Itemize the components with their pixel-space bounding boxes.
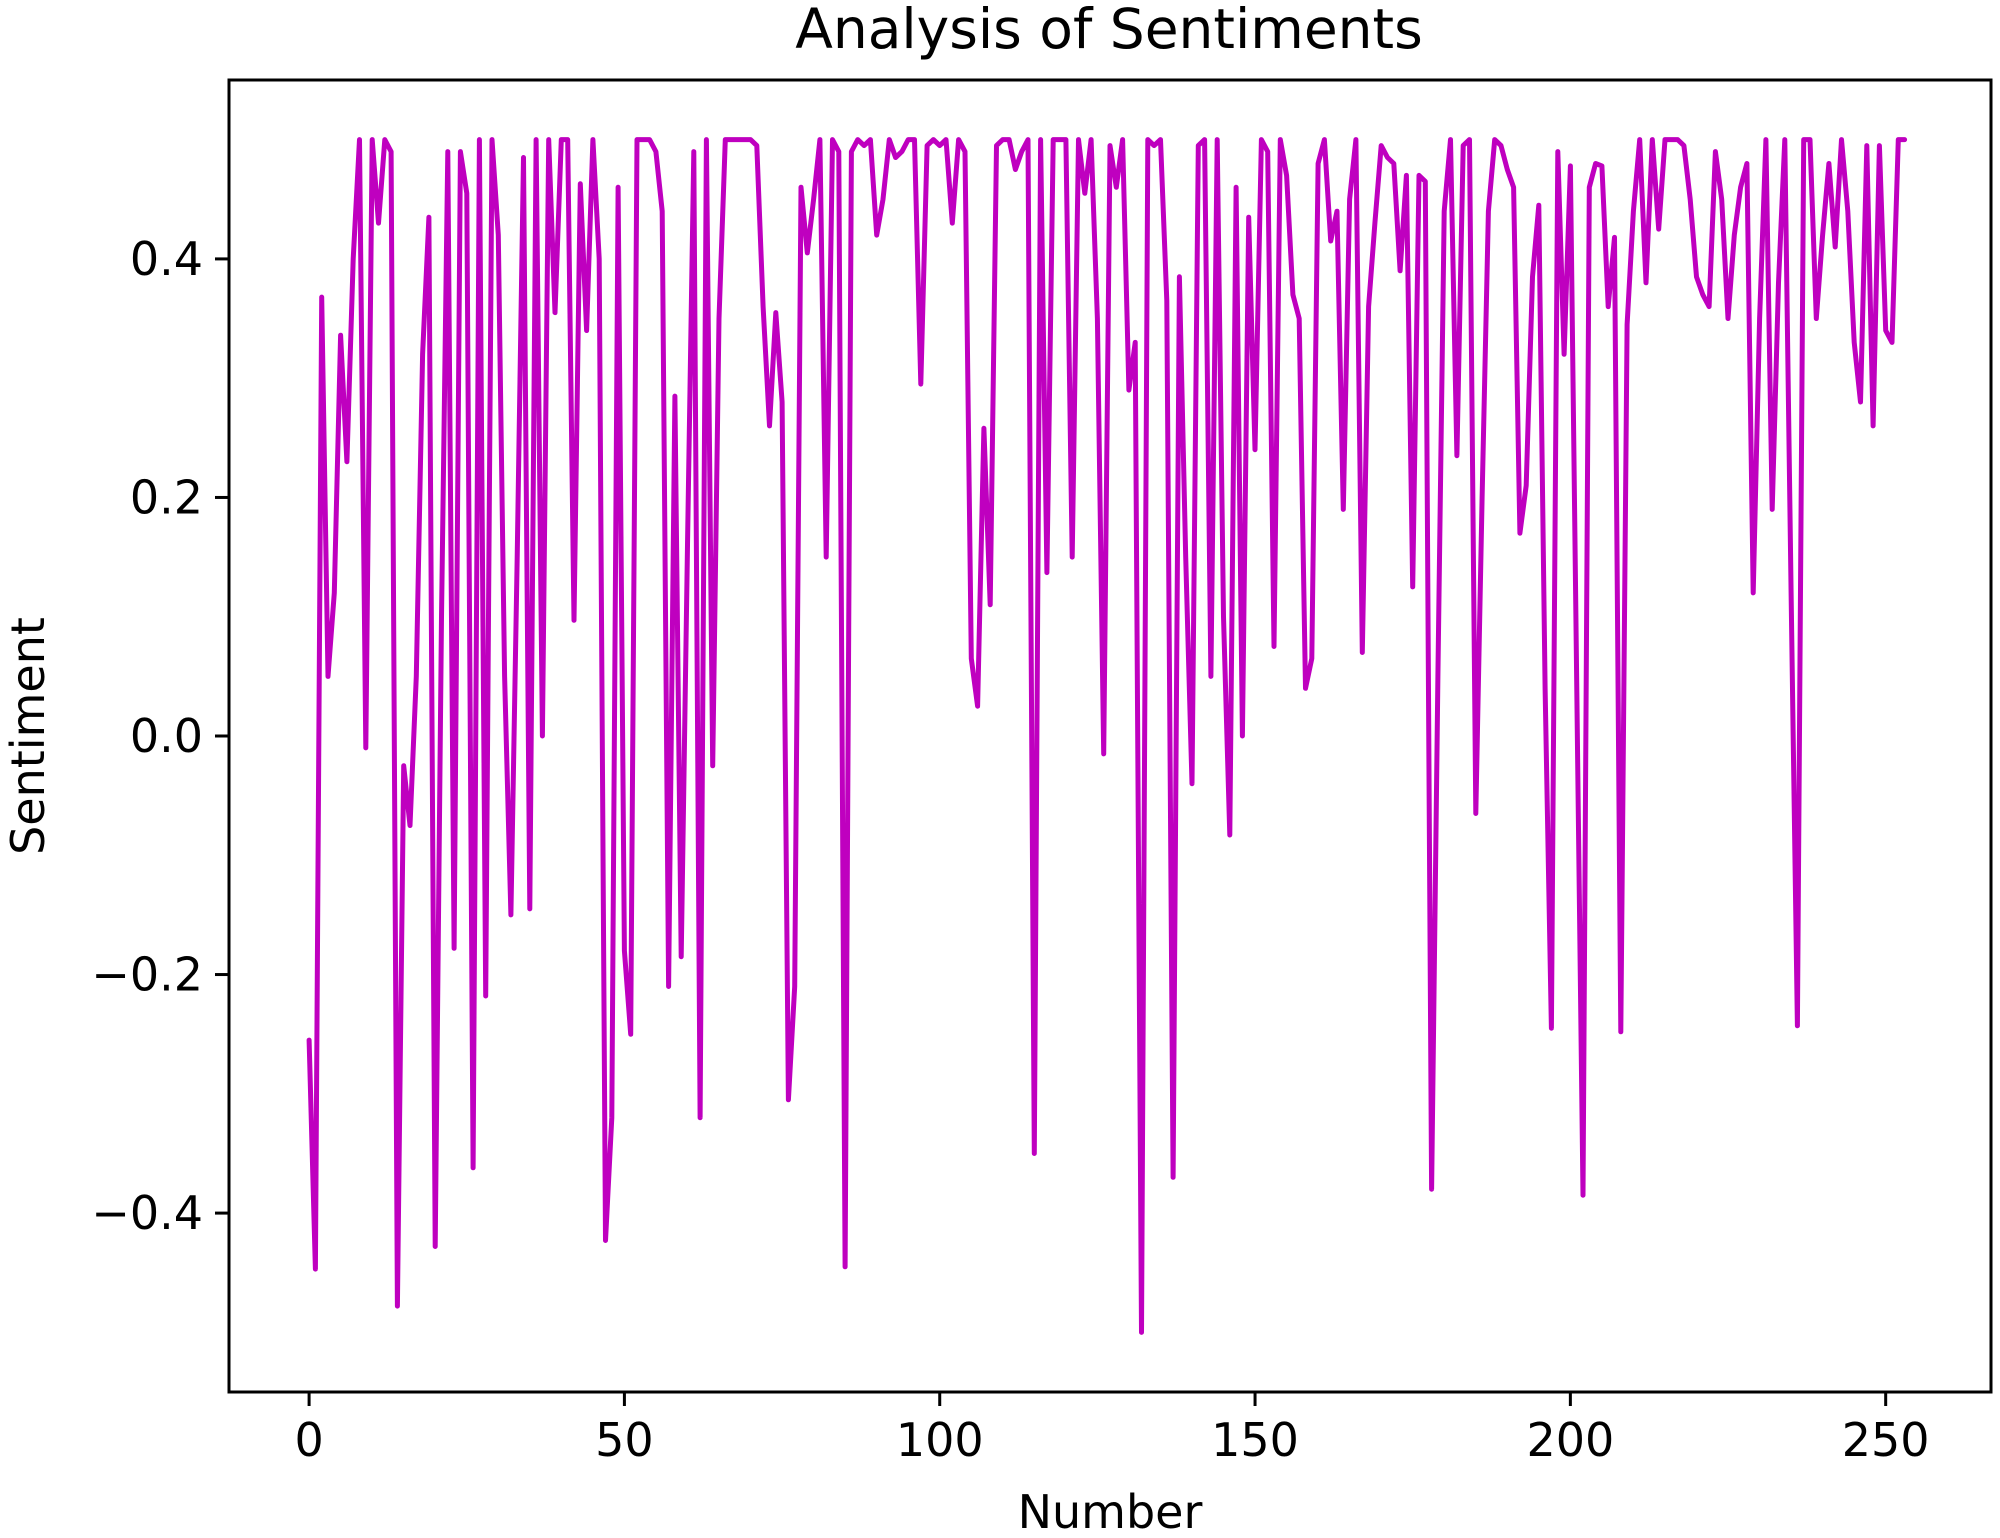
- y-axis-label: Sentiment: [1, 617, 55, 855]
- sentiment-series-line: [306, 137, 1908, 1335]
- x-tick-label: 250: [1842, 1413, 1930, 1467]
- y-axis-ticks: −0.4 −0.2 0.0 0.2 0.4: [91, 232, 229, 1240]
- y-tick-label: −0.2: [91, 948, 203, 1002]
- x-tick-label: 100: [896, 1413, 984, 1467]
- x-tick-label: 150: [1211, 1413, 1299, 1467]
- x-tick-label: 50: [595, 1413, 654, 1467]
- y-tick-label: 0.2: [130, 470, 203, 524]
- y-tick-label: 0.4: [130, 232, 203, 286]
- chart-title: Analysis of Sentiments: [795, 0, 1423, 61]
- y-tick-label: −0.4: [91, 1186, 203, 1240]
- x-tick-label: 200: [1526, 1413, 1614, 1467]
- x-tick-label: 0: [294, 1413, 323, 1467]
- y-tick-label: 0.0: [130, 709, 203, 763]
- x-axis-label: Number: [1018, 1485, 1203, 1538]
- x-axis-ticks: 0 50 100 150 200 250: [294, 1392, 1930, 1467]
